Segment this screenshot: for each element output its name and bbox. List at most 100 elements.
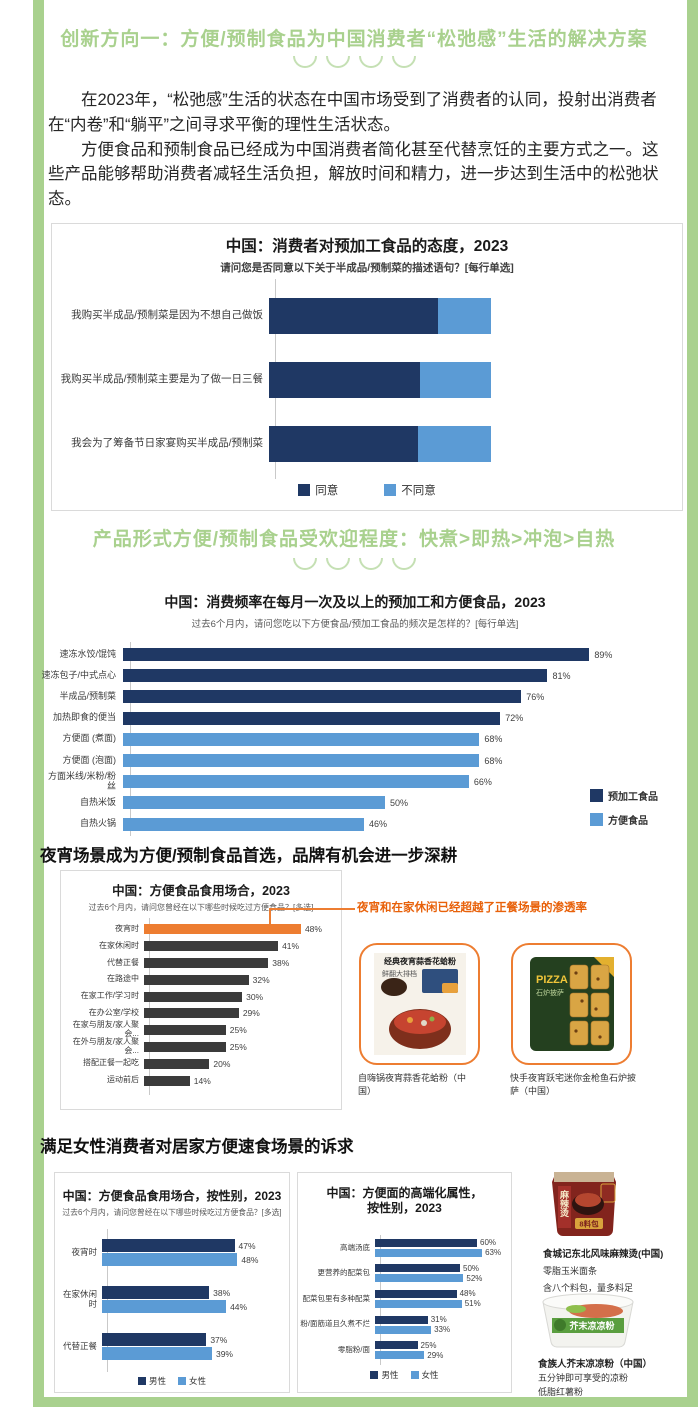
bar — [375, 1238, 477, 1247]
package-title: 芥末凉凉粉 — [569, 1320, 614, 1331]
bar-row: 零脂粉/面 25% 29% — [300, 1337, 509, 1363]
chart-legend: 同意 不同意 — [52, 482, 682, 498]
bar-area: 32% — [144, 974, 270, 985]
bar-value-label: 25% — [229, 1025, 247, 1036]
category-label: 在家休闲时 — [99, 940, 139, 950]
product-caption: 自嗨锅夜宵蒜香花蛤粉（中国） — [358, 1073, 467, 1096]
heading-night-snack: 夜宵场景成为方便/预制食品首选，品牌有机会进一步深耕 — [40, 847, 458, 865]
bar — [375, 1325, 432, 1334]
bar-row: 方便面 (泡面) 68% — [40, 750, 670, 771]
chart-panel-occasions: 中国：方便食品食用场合，2023 过去6个月内，请问您曾经在以下哪些时候吃过方便… — [60, 870, 342, 1110]
chart-panel-premium-gender: 中国：方便面的高端化属性， 按性别，2023 高端汤底 60% 63% 更营养的配菜包… — [297, 1172, 512, 1393]
heading-female-consumers: 满足女性消费者对居家方便速食场景的诉求 — [40, 1138, 354, 1156]
bar-area: 48% — [144, 924, 322, 935]
bar-value-label: 48% — [241, 1254, 259, 1265]
bar-value-label: 38% — [213, 1287, 231, 1298]
bar-value-label: 47% — [238, 1240, 256, 1251]
category-label: 粉/面筋道且久煮不烂 — [300, 1319, 370, 1329]
bar-line: 47% — [102, 1239, 258, 1252]
intro-paragraph-1: 在2023年，“松弛感”生活的状态在中国市场受到了消费者的认同，投射出消费者在“… — [48, 91, 657, 134]
bar-area: 50% 52% — [375, 1263, 482, 1284]
bar-value-label: 50% — [463, 1263, 480, 1273]
bar-line: 50% — [375, 1264, 482, 1273]
bar — [123, 669, 548, 683]
product-detail-line: 低脂红薯粉 — [538, 1387, 584, 1397]
bar — [375, 1299, 462, 1308]
bar — [375, 1289, 457, 1298]
bar — [123, 711, 501, 725]
bar — [144, 974, 249, 985]
bar-chart-premium-gender: 高端汤底 60% 63% 更营养的配菜包 50% 52% 配菜包里有多种配菜 48% 51% 粉/… — [300, 1235, 509, 1363]
section-banner-product-forms: 产品形式方便/预制食品受欢迎程度：快煮>即热>冲泡>自热 — [92, 529, 616, 550]
bar-value-label: 52% — [466, 1273, 483, 1283]
bar-value-label: 39% — [215, 1348, 233, 1359]
category-label: 我会为了筹备节日家宴购买半成品/预制菜 — [71, 437, 263, 450]
bar-value-label: 72% — [505, 713, 524, 724]
category-label: 在外与朋友/家人聚会... — [72, 1037, 139, 1055]
category-label: 运动前后 — [107, 1075, 139, 1085]
bar-area — [269, 426, 491, 462]
bar-row: 夜宵时 48% — [61, 921, 337, 938]
chart-title-line2: 按性别，2023 — [367, 1201, 442, 1215]
scallop-arc — [358, 56, 383, 68]
bar — [123, 817, 365, 831]
legend-label: 预加工食品 — [608, 792, 658, 803]
bar — [269, 362, 420, 398]
bar — [144, 957, 269, 968]
bar-area: 47% 48% — [102, 1238, 258, 1267]
bar — [269, 298, 438, 334]
scallop-arc — [391, 56, 416, 68]
category-label: 半成品/预制菜 — [59, 691, 116, 702]
bar — [375, 1315, 428, 1324]
bar-line: 39% — [102, 1347, 233, 1360]
bar-value-label: 76% — [526, 691, 545, 702]
chart-title: 中国：方便食品食用场合，2023 — [112, 884, 290, 898]
bar-row: 半成品/预制菜 76% — [40, 686, 670, 707]
bar-row: 搭配正餐一起吃 20% — [61, 1055, 337, 1072]
annotation-text: 夜宵和在家休闲已经超越了正餐场景的渗透率 — [357, 902, 587, 914]
product-caption: 快手夜宵跃宅迷你金枪鱼石炉披萨（中国） — [510, 1073, 637, 1096]
category-label: 方便面 (泡面) — [62, 754, 117, 765]
bar-row: 自热米饭 50% — [40, 792, 670, 813]
chart-title: 中国：消费频率在每月一次及以上的预加工和方便食品，2023 — [164, 594, 546, 610]
bar-area: 81% — [123, 669, 570, 683]
legend-swatch-disagree — [384, 484, 397, 496]
bar-value-label: 37% — [210, 1334, 228, 1345]
bar — [144, 941, 279, 952]
bar — [269, 426, 418, 462]
product-image-pizza: PIZZA 石炉披萨 — [529, 957, 614, 1051]
legend-item: 不同意 — [384, 482, 436, 498]
bar-line: 29% — [375, 1351, 443, 1360]
chart-panel-frequency: 中国：消费频率在每月一次及以上的预加工和方便食品，2023 过去6个月内，请问您… — [40, 592, 670, 842]
chart-legend: 男性 女性 — [298, 1369, 511, 1381]
legend-label: 男性 — [381, 1370, 399, 1380]
bar-line: 33% — [375, 1325, 450, 1334]
product-caption: 食族人芥末凉凉粉（中国） — [538, 1359, 653, 1370]
legend-item: 预加工食品 — [590, 788, 658, 803]
bar-line: 38% — [102, 1286, 247, 1299]
category-label: 代替正餐 — [107, 957, 139, 967]
bar-area: 25% — [144, 1041, 247, 1052]
axis-line — [149, 918, 150, 1095]
bar-value-label: 44% — [230, 1301, 248, 1312]
bar — [419, 362, 491, 398]
bar-row: 自热火锅 46% — [40, 814, 670, 835]
category-label: 在家与朋友/家人聚会... — [72, 1020, 139, 1039]
bar — [144, 1008, 239, 1019]
bar-row: 代替正餐 38% — [61, 955, 337, 972]
category-label: 搭配正餐一起吃 — [83, 1058, 139, 1068]
bar-value-label: 89% — [594, 649, 613, 660]
scallop-arc — [292, 558, 317, 570]
bar-area: 66% — [123, 775, 492, 789]
chart-panel-attitudes: 中国：消费者对预加工食品的态度，2023 请问您是否同意以下关于半成品/预制菜的… — [51, 223, 683, 511]
bar-area: 48% 51% — [375, 1288, 481, 1309]
bar-line: 63% — [375, 1248, 501, 1257]
bar-area: 60% 63% — [375, 1237, 501, 1258]
bar-value-label: 33% — [434, 1325, 451, 1335]
category-label: 更营养的配菜包 — [317, 1268, 371, 1278]
bar-area: 25% 29% — [375, 1340, 443, 1361]
product-image-hotpot: 经典夜宵蒜香花蛤粉 鲜翻大排档 — [373, 953, 466, 1055]
legend-swatch-convenience — [590, 813, 603, 826]
bar-row: 方便面 (煮面) 68% — [40, 729, 670, 750]
